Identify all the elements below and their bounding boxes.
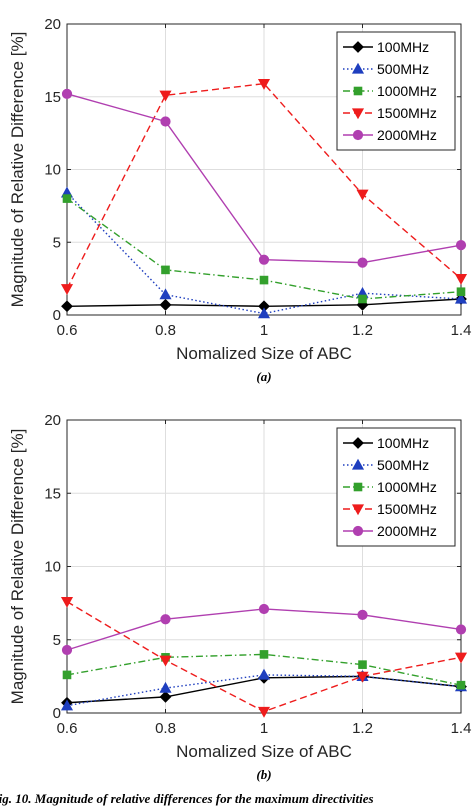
y-tick-label: 15 (44, 485, 61, 502)
data-point-500mhz (454, 292, 468, 304)
data-point-1500mhz (257, 78, 271, 90)
data-point-1000mhz (161, 265, 170, 275)
legend: 100MHz 500MHz 1000MHz 1500MHz 2000MHz (336, 31, 456, 151)
data-point-2000mhz (455, 624, 467, 635)
data-point-1000mhz (62, 670, 72, 680)
data-point-2000mhz (160, 614, 171, 625)
y-axis-label: Magnitude of Relative Difference [%] (8, 32, 27, 308)
data-point-500mhz (159, 288, 172, 300)
x-tick-label: 1 (260, 720, 268, 737)
data-point-1000mhz (456, 287, 466, 297)
data-point-100mhz (159, 690, 172, 703)
legend-marker-2000mhz (352, 525, 364, 537)
data-point-1500mhz (159, 655, 172, 667)
data-point-1500mhz (257, 706, 271, 718)
data-point-2000mhz (357, 257, 368, 268)
series-2000mhz (61, 88, 467, 268)
x-tick-label: 1.4 (451, 720, 472, 737)
x-tick-label: 1 (260, 322, 268, 339)
legend-marker-1000mhz (353, 86, 363, 96)
x-axis-label: Nomalized Size of ABC (176, 742, 352, 761)
data-point-1000mhz (62, 194, 72, 203)
data-point-1000mhz (259, 650, 269, 659)
data-point-2000mhz (61, 88, 73, 99)
legend-marker-2000mhz (352, 129, 364, 141)
data-point-1500mhz (60, 597, 74, 608)
legend-label-1000mhz: 1000MHz (377, 479, 437, 495)
y-tick-label: 5 (53, 234, 61, 251)
data-point-1500mhz (60, 284, 74, 296)
legend-marker-500mhz (351, 458, 365, 470)
data-point-1000mhz (358, 660, 367, 669)
x-tick-label: 0.8 (155, 720, 176, 737)
panel-label: (a) (256, 369, 271, 384)
data-point-2000mhz (61, 644, 73, 656)
data-point-500mhz (257, 307, 271, 319)
series-line-1500mhz (66, 82, 462, 290)
x-tick-label: 1.2 (352, 322, 373, 339)
y-tick-label: 0 (53, 307, 61, 324)
legend-label-500mhz: 500MHz (377, 457, 429, 473)
data-point-1000mhz (358, 294, 367, 304)
y-axis-label: Magnitude of Relative Difference [%] (8, 429, 27, 705)
data-point-1500mhz (454, 652, 468, 664)
legend-label-1500mhz: 1500MHz (377, 501, 437, 517)
legend-marker-100mhz (352, 437, 364, 449)
y-tick-label: 20 (44, 412, 61, 429)
legend: 100MHz 500MHz 1000MHz 1500MHz 2000MHz (336, 427, 456, 547)
data-point-500mhz (257, 668, 271, 680)
series-1000mhz (62, 194, 466, 304)
legend-marker-1000mhz (353, 482, 363, 492)
figure-caption: Fig. 10. Magnitude of relative differenc… (0, 791, 374, 806)
data-point-1500mhz (356, 671, 369, 683)
y-tick-label: 10 (44, 162, 61, 179)
data-point-1500mhz (356, 189, 369, 201)
y-tick-label: 0 (53, 705, 61, 722)
x-tick-label: 0.6 (57, 720, 78, 737)
chart-panel-a: 0.6 0.8 1 1.2 1.4 0 5 10 15 20 Nomalized Size of A… (8, 16, 471, 384)
data-point-2000mhz (258, 603, 270, 615)
x-tick-label: 0.6 (57, 322, 78, 339)
data-point-500mhz (60, 699, 74, 711)
panel-label: (b) (256, 767, 271, 782)
legend-label-500mhz: 500MHz (377, 61, 429, 77)
data-point-1000mhz (259, 275, 269, 285)
legend-label-100mhz: 100MHz (377, 435, 429, 451)
legend-label-1000mhz: 1000MHz (377, 83, 437, 99)
data-point-2000mhz (258, 254, 270, 265)
data-point-1000mhz (456, 680, 466, 690)
data-point-500mhz (159, 681, 172, 693)
series-2000mhz (61, 603, 467, 656)
y-tick-label: 15 (44, 89, 61, 106)
legend-marker-1500mhz (351, 108, 365, 120)
y-tick-label: 10 (44, 559, 61, 576)
chart-panel-b: 0.6 0.8 1 1.2 1.4 0 5 10 15 20 Nomalized Size of A… (8, 412, 471, 782)
y-tick-label: 20 (44, 16, 61, 33)
legend-label-2000mhz: 2000MHz (377, 523, 437, 539)
data-point-1500mhz (159, 90, 172, 102)
data-point-2000mhz (160, 116, 171, 127)
data-point-100mhz (159, 298, 172, 311)
data-point-1500mhz (454, 273, 468, 285)
y-tick-label: 5 (53, 632, 61, 649)
legend-marker-500mhz (351, 62, 365, 74)
x-tick-label: 1.2 (352, 720, 373, 737)
series-1500mhz (60, 597, 468, 718)
legend-marker-1500mhz (351, 504, 365, 516)
data-point-100mhz (61, 300, 73, 313)
series-1500mhz (60, 78, 468, 296)
legend-marker-100mhz (352, 41, 364, 53)
x-tick-label: 0.8 (155, 322, 176, 339)
legend-label-100mhz: 100MHz (377, 39, 429, 55)
legend-label-1500mhz: 1500MHz (377, 105, 437, 121)
x-tick-label: 1.4 (451, 322, 472, 339)
data-point-2000mhz (357, 609, 368, 620)
x-axis-label: Nomalized Size of ABC (176, 344, 352, 363)
data-point-2000mhz (455, 240, 467, 251)
legend-label-2000mhz: 2000MHz (377, 127, 437, 143)
